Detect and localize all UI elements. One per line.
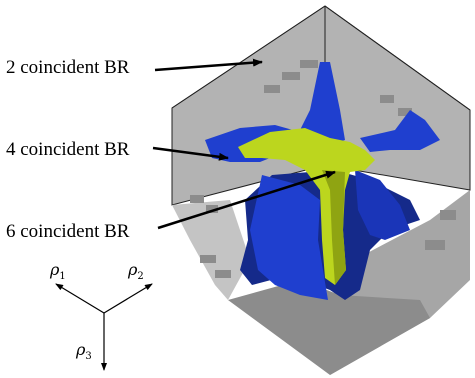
axis-rho2 <box>103 283 153 314</box>
axis-label-rho3: ρ3 <box>76 340 92 363</box>
cube-right-edge <box>324 5 471 111</box>
yellow-region-shadow <box>322 170 346 285</box>
cube-left-edge <box>171 5 326 109</box>
label-4-coincident-br: 4 coincident BR <box>6 139 130 160</box>
cube-bottom-face <box>228 280 430 375</box>
arrow-6-coincident <box>157 170 336 230</box>
label-2-coincident-br: 2 coincident BR <box>6 57 130 78</box>
arrow-4-coincident <box>152 146 229 161</box>
axes-triad <box>55 283 153 371</box>
axis-rho1 <box>55 283 105 314</box>
blue-region-right-arm <box>360 110 440 152</box>
voxel-steps <box>190 60 456 278</box>
blue-region-top-arm <box>300 62 345 145</box>
axis-label-rho2: ρ2 <box>128 260 144 283</box>
axis-label-rho1: ρ1 <box>50 260 66 283</box>
blue-region-right-lower <box>355 170 410 240</box>
arrow-2-coincident <box>154 58 263 72</box>
blue-region-lower-arm <box>250 175 328 300</box>
label-6-coincident-br: 6 coincident BR <box>6 221 130 242</box>
cube-left-lower-face <box>172 200 250 300</box>
